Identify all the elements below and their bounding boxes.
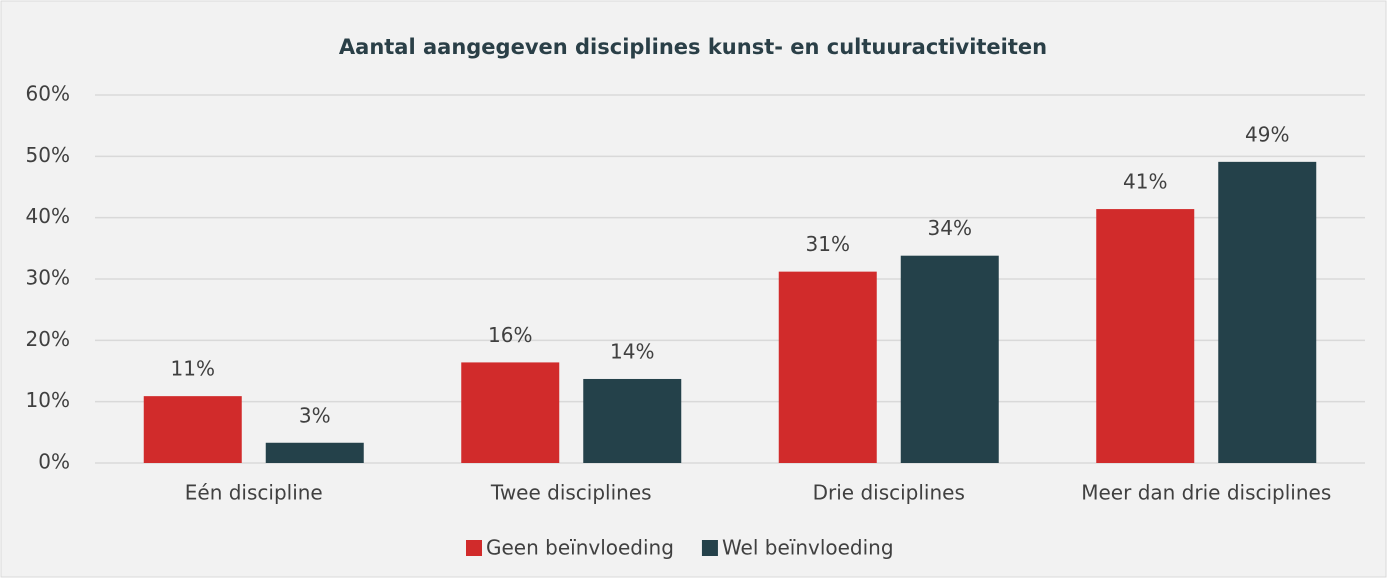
data-label: 31% xyxy=(806,232,850,256)
data-label: 14% xyxy=(610,339,654,363)
bar xyxy=(265,442,364,463)
legend-swatch xyxy=(701,540,718,556)
data-label: 41% xyxy=(1123,170,1167,194)
x-tick-label: Meer dan drie disciplines xyxy=(1081,481,1331,505)
data-label: 16% xyxy=(488,323,532,347)
y-tick-label: 60% xyxy=(26,82,70,106)
bar xyxy=(461,362,560,463)
bar xyxy=(1096,209,1195,463)
x-tick-label: Eén discipline xyxy=(185,481,323,505)
x-tick-label: Drie disciplines xyxy=(813,481,965,505)
y-tick-label: 50% xyxy=(26,143,70,167)
bar xyxy=(583,378,682,463)
data-label: 11% xyxy=(171,357,215,381)
y-tick-label: 40% xyxy=(26,204,70,228)
bar xyxy=(1218,161,1317,463)
x-tick-label: Twee disciplines xyxy=(490,481,652,505)
data-label: 3% xyxy=(299,403,331,427)
y-tick-label: 10% xyxy=(26,388,70,412)
chart-title: Aantal aangegeven disciplines kunst- en … xyxy=(339,35,1047,59)
bar xyxy=(900,255,999,463)
bar xyxy=(143,396,242,463)
legend-label: Geen beïnvloeding xyxy=(486,536,674,560)
data-label: 34% xyxy=(928,216,972,240)
y-tick-label: 0% xyxy=(38,450,70,474)
data-label: 49% xyxy=(1245,122,1289,146)
y-tick-label: 30% xyxy=(26,266,70,290)
legend-label: Wel beïnvloeding xyxy=(722,536,894,560)
legend-swatch xyxy=(466,540,482,556)
y-tick-label: 20% xyxy=(26,327,70,351)
bar xyxy=(778,271,877,463)
